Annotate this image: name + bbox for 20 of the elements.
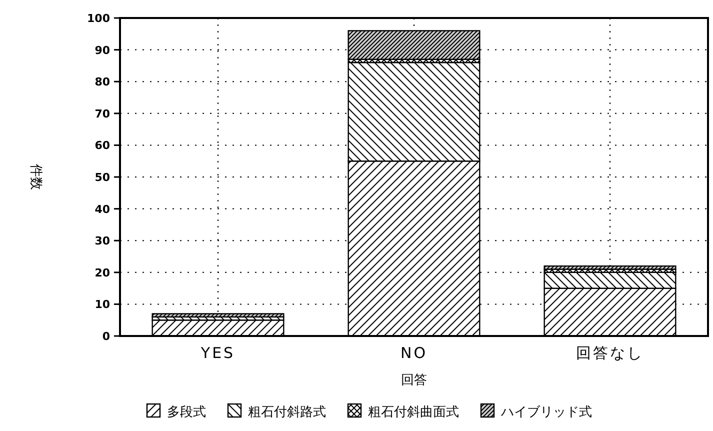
y-tick-label: 40 bbox=[94, 202, 110, 216]
y-axis-title: 件数 bbox=[28, 164, 43, 190]
legend-label: 粗石付斜曲面式 bbox=[368, 405, 459, 420]
y-tick-label: 0 bbox=[102, 330, 110, 343]
x-axis-title: 回答 bbox=[401, 373, 427, 388]
y-tick-label: 100 bbox=[87, 12, 110, 25]
y-tick-label: 80 bbox=[94, 76, 110, 89]
y-tick-label: 60 bbox=[94, 139, 110, 152]
legend-label: ハイブリッド式 bbox=[500, 405, 592, 420]
y-tick-label: 50 bbox=[94, 171, 110, 184]
y-tick-label: 20 bbox=[94, 266, 110, 280]
x-tick-label: NO bbox=[400, 344, 428, 362]
x-tick-label: YES bbox=[200, 344, 236, 362]
x-tick-label: 回答なし bbox=[576, 344, 644, 362]
legend-label: 多段式 bbox=[167, 405, 206, 420]
y-tick-label: 30 bbox=[94, 234, 110, 248]
y-tick-label: 70 bbox=[94, 107, 110, 120]
y-tick-label: 10 bbox=[94, 298, 110, 312]
legend-label: 粗石付斜路式 bbox=[248, 405, 326, 420]
y-tick-label: 90 bbox=[94, 44, 110, 57]
